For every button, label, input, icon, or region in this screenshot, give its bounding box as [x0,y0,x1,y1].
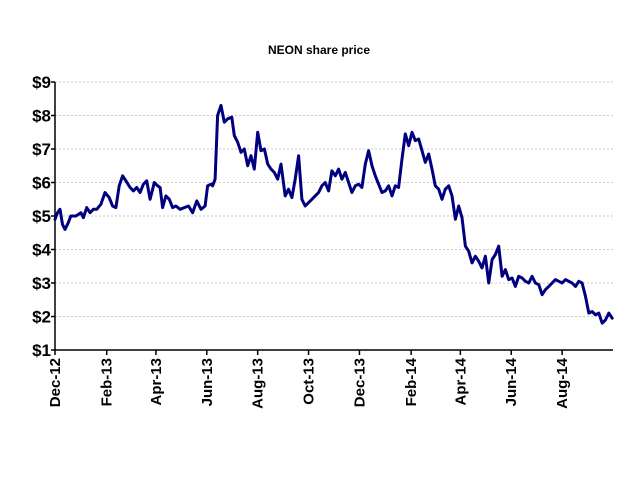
y-tick-label: $1 [32,341,51,360]
x-tick-label: Jun-13 [199,358,216,406]
x-tick-label: Oct-13 [301,358,318,405]
y-tick-label: $3 [32,274,51,293]
x-tick-label: Apr-13 [148,358,165,406]
x-tick-label: Jun-14 [503,357,520,406]
y-axis-tick-labels: $1 $2 $3 $4 $5 $6 $7 $8 $9 [32,73,51,360]
y-tick-label: $9 [32,73,51,92]
x-tick-label: Dec-12 [47,358,64,407]
y-tick-label: $8 [32,107,51,126]
y-tick-label: $5 [32,207,51,226]
x-tick-label: Apr-14 [452,357,469,405]
x-tick-label: Feb-13 [99,358,116,406]
y-tick-label: $4 [32,241,51,260]
x-tick-label: Aug-14 [554,357,571,408]
series-line-neon-share-price [53,103,614,325]
x-tick-label: Feb-14 [403,357,420,406]
y-tick-label: $6 [32,174,51,193]
y-tick-label: $7 [32,140,51,159]
x-tick-label: Aug-13 [250,358,267,409]
chart-title: NEON share price [268,43,370,57]
x-axis-tick-labels: Dec-12 Feb-13 Apr-13 Jun-13 Aug-13 Oct-13 Dec-… [47,357,571,408]
x-tick-label: Dec-13 [351,358,368,407]
gridlines [51,81,613,355]
y-tick-label: $2 [32,308,51,327]
